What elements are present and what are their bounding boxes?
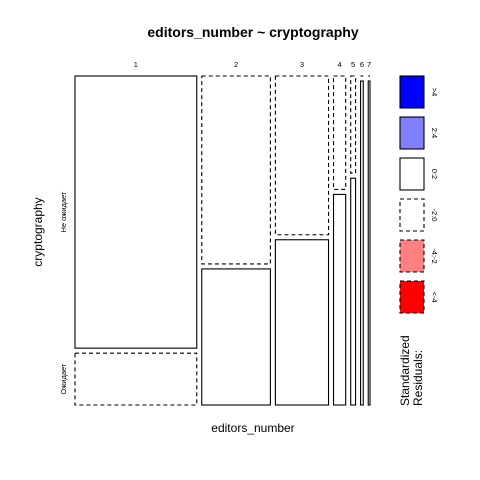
- chart-title: editors_number ~ cryptography: [147, 24, 358, 40]
- y-axis-title: cryptography: [31, 197, 45, 266]
- x-tick-label: 6: [360, 60, 364, 69]
- residuals-legend: >4 2:4 0:2 -2:0 -4:-2 <-4 Standardized Residual…: [398, 75, 439, 406]
- legend-label: 0:2: [430, 169, 439, 179]
- mosaic-tile: [74, 75, 198, 349]
- legend-label: -2:0: [430, 209, 439, 222]
- mosaic-tile: [350, 177, 357, 406]
- mosaic-tiles: [74, 75, 371, 406]
- legend-swatch: [399, 157, 425, 191]
- legend-swatch: [399, 280, 425, 314]
- y-tick-labels: Не ожидает Ожидает: [59, 191, 68, 394]
- mosaic-tile: [74, 352, 198, 406]
- legend-swatch: [399, 198, 425, 232]
- x-tick-label: 1: [134, 60, 138, 69]
- legend-label: 2:4: [430, 128, 439, 138]
- legend-swatch: [399, 239, 425, 273]
- legend-label: -4:-2: [430, 248, 439, 263]
- mosaic-tile: [201, 268, 271, 406]
- y-tick-label: Не ожидает: [59, 191, 68, 232]
- mosaic-tile: [350, 75, 357, 174]
- legend-swatch: [399, 116, 425, 150]
- legend-title: Residuals:: [411, 350, 425, 406]
- mosaic-tile: [274, 75, 330, 236]
- y-tick-label: Ожидает: [59, 363, 68, 395]
- legend-label: >4: [430, 88, 439, 97]
- mosaic-tile: [274, 239, 330, 406]
- mosaic-tile: [360, 80, 364, 406]
- x-tick-label: 3: [300, 60, 304, 69]
- legend-swatch: [399, 75, 425, 109]
- x-axis-title: editors_number: [211, 421, 294, 435]
- legend-title: Standardized: [398, 335, 412, 406]
- x-tick-label: 4: [338, 60, 342, 69]
- x-tick-label: 7: [367, 60, 371, 69]
- mosaic-tile: [367, 80, 371, 406]
- legend-label: <-4: [430, 291, 439, 302]
- mosaic-tile: [332, 193, 347, 406]
- mosaic-tile: [201, 75, 271, 265]
- mosaic-tile: [332, 75, 347, 190]
- x-tick-label: 5: [351, 60, 355, 69]
- x-tick-label: 2: [234, 60, 238, 69]
